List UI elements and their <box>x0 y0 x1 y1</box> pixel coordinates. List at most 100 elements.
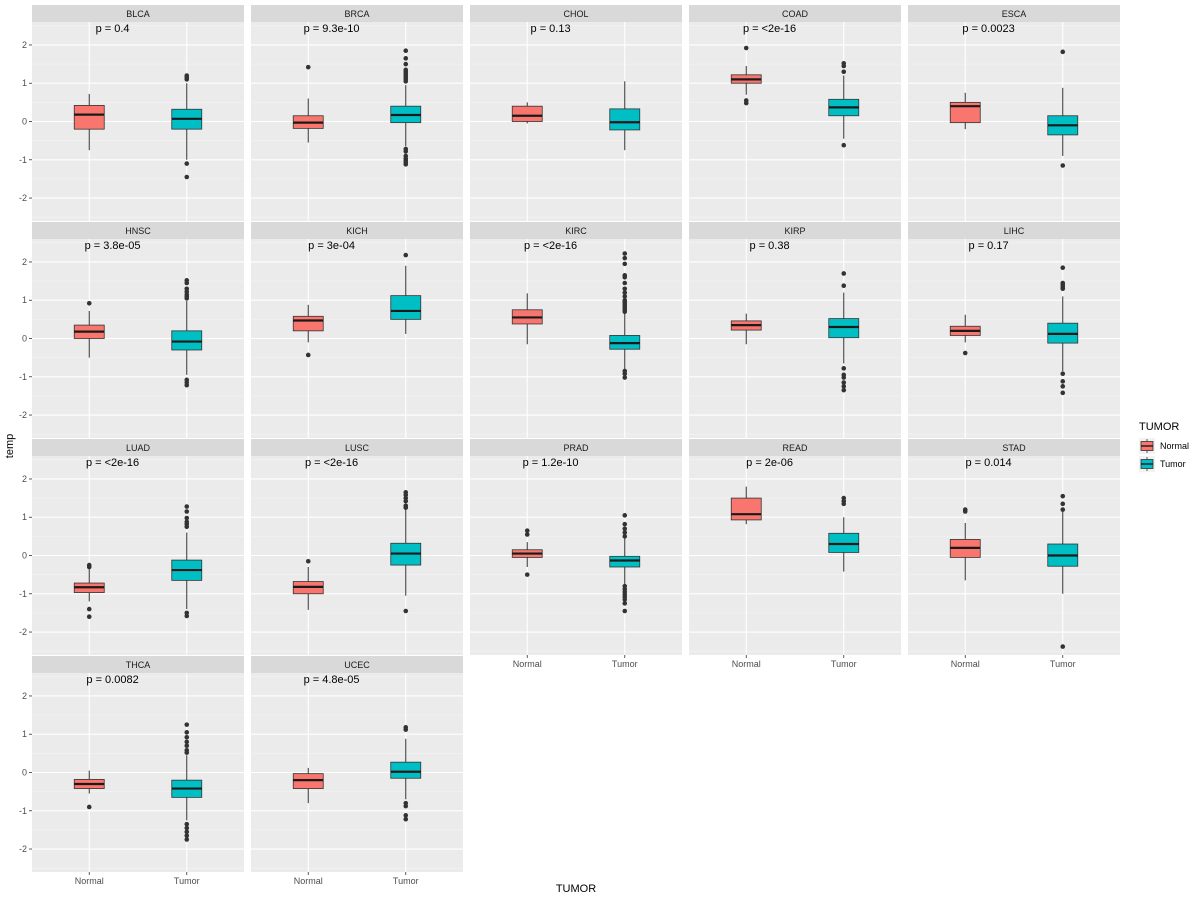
outlier-point <box>184 504 190 509</box>
y-tick-label: 2 <box>22 691 27 701</box>
y-tick-label: 1 <box>22 295 27 305</box>
box-iqr <box>949 101 981 124</box>
p-value-label: p = 2e-06 <box>746 457 793 469</box>
y-tick-label: -1 <box>19 155 27 165</box>
facet-panel-kirp: KIRP p = 0.38 <box>689 222 901 438</box>
outlier-point <box>622 375 628 380</box>
outlier-point <box>622 371 628 377</box>
outlier-point <box>622 597 628 602</box>
box-normal <box>73 300 105 358</box>
box-iqr <box>828 318 860 339</box>
legend-label: Normal <box>1160 441 1189 451</box>
facet-strip <box>32 5 244 22</box>
outlier-point <box>841 501 847 507</box>
facet-panels: BLCA -2 -1 0 1 2 p = 0.4 BRCA p = 9.3e-10 CHOL p =… <box>19 5 1120 886</box>
outlier-point <box>524 532 530 537</box>
box-iqr <box>828 532 860 553</box>
outlier-point <box>184 613 190 619</box>
x-tick-label: Normal <box>732 659 761 669</box>
p-value-label: p = 0.4 <box>96 23 130 35</box>
outlier-point <box>403 61 409 67</box>
box-normal <box>73 770 105 810</box>
box-normal <box>292 304 324 358</box>
facet-strip <box>251 656 463 673</box>
x-tick-label: Tumor <box>174 876 200 886</box>
outlier-point <box>184 833 190 838</box>
outlier-point <box>184 829 190 835</box>
outlier-point <box>184 825 190 831</box>
box-tumor <box>609 81 641 151</box>
y-tick-label: 2 <box>22 40 27 50</box>
outlier-point <box>1060 163 1066 168</box>
facet-panel-stad: STAD Normal Tumor p = 0.014 <box>908 439 1120 669</box>
outlier-point <box>622 521 628 527</box>
box-tumor <box>171 504 203 619</box>
outlier-point <box>1060 507 1066 512</box>
outlier-point <box>403 162 409 167</box>
outlier-point <box>524 528 530 533</box>
outlier-point <box>841 271 847 276</box>
outlier-point <box>622 274 628 280</box>
p-value-label: p = <2e-16 <box>524 240 577 252</box>
p-value-label: p = 1.2e-10 <box>523 457 579 469</box>
outlier-point <box>403 505 409 510</box>
y-tick-label: 0 <box>22 551 27 561</box>
y-tick-label: 2 <box>22 474 27 484</box>
outlier-point <box>184 174 190 180</box>
y-tick-label: -2 <box>19 193 27 203</box>
outlier-point <box>305 64 311 70</box>
box-tumor <box>609 251 641 380</box>
outlier-point <box>1060 390 1066 396</box>
facet-panel-esca: ESCA p = 0.0023 <box>908 5 1120 221</box>
p-value-label: p = 9.3e-10 <box>304 23 360 35</box>
outlier-point <box>622 601 628 606</box>
outlier-point <box>962 350 968 356</box>
facet-strip <box>689 5 901 22</box>
p-value-label: p = 0.13 <box>531 23 571 35</box>
outlier-point <box>841 387 847 393</box>
facet-panel-blca: BLCA -2 -1 0 1 2 p = 0.4 <box>19 5 244 221</box>
box-normal <box>949 314 981 356</box>
box-tumor <box>171 722 203 842</box>
box-iqr <box>609 555 641 568</box>
facet-strip <box>251 439 463 456</box>
outlier-point <box>403 803 409 809</box>
outlier-point <box>86 804 92 810</box>
x-tick-label: Tumor <box>831 659 857 669</box>
facet-strip <box>32 656 244 673</box>
outlier-point <box>403 48 409 54</box>
outlier-point <box>403 816 409 822</box>
box-normal <box>73 562 105 620</box>
outlier-point <box>622 286 628 292</box>
outlier-point <box>622 513 628 518</box>
outlier-point <box>184 515 190 521</box>
box-normal <box>73 93 105 151</box>
p-value-label: p = 0.014 <box>965 457 1011 469</box>
y-tick-label: 1 <box>22 729 27 739</box>
box-tumor <box>828 271 860 393</box>
x-axis-title: TUMOR <box>556 883 596 895</box>
facet-strip <box>689 222 901 239</box>
outlier-point <box>743 45 749 51</box>
facet-strip <box>251 222 463 239</box>
facet-label: PRAD <box>563 443 589 453</box>
facet-strip <box>908 222 1120 239</box>
box-normal <box>292 767 324 804</box>
facet-strip <box>470 5 682 22</box>
facet-panel-hnsc: HNSC -2 -1 0 1 2 p = 3.8e-05 <box>19 222 244 438</box>
y-tick-label: 2 <box>22 257 27 267</box>
outlier-point <box>622 530 628 535</box>
y-tick-label: 0 <box>22 117 27 127</box>
p-value-label: p = 0.38 <box>750 240 790 252</box>
y-axis-title: temp <box>4 434 16 458</box>
facet-label: THCA <box>126 660 151 670</box>
outlier-point <box>1060 371 1066 377</box>
outlier-point <box>1060 501 1066 507</box>
outlier-point <box>403 498 409 504</box>
facet-panel-coad: COAD p = <2e-16 <box>689 5 901 221</box>
box-normal <box>949 92 981 130</box>
outlier-point <box>403 79 409 84</box>
outlier-point <box>622 261 628 267</box>
facet-label: CHOL <box>563 9 588 19</box>
p-value-label: p = <2e-16 <box>305 457 358 469</box>
